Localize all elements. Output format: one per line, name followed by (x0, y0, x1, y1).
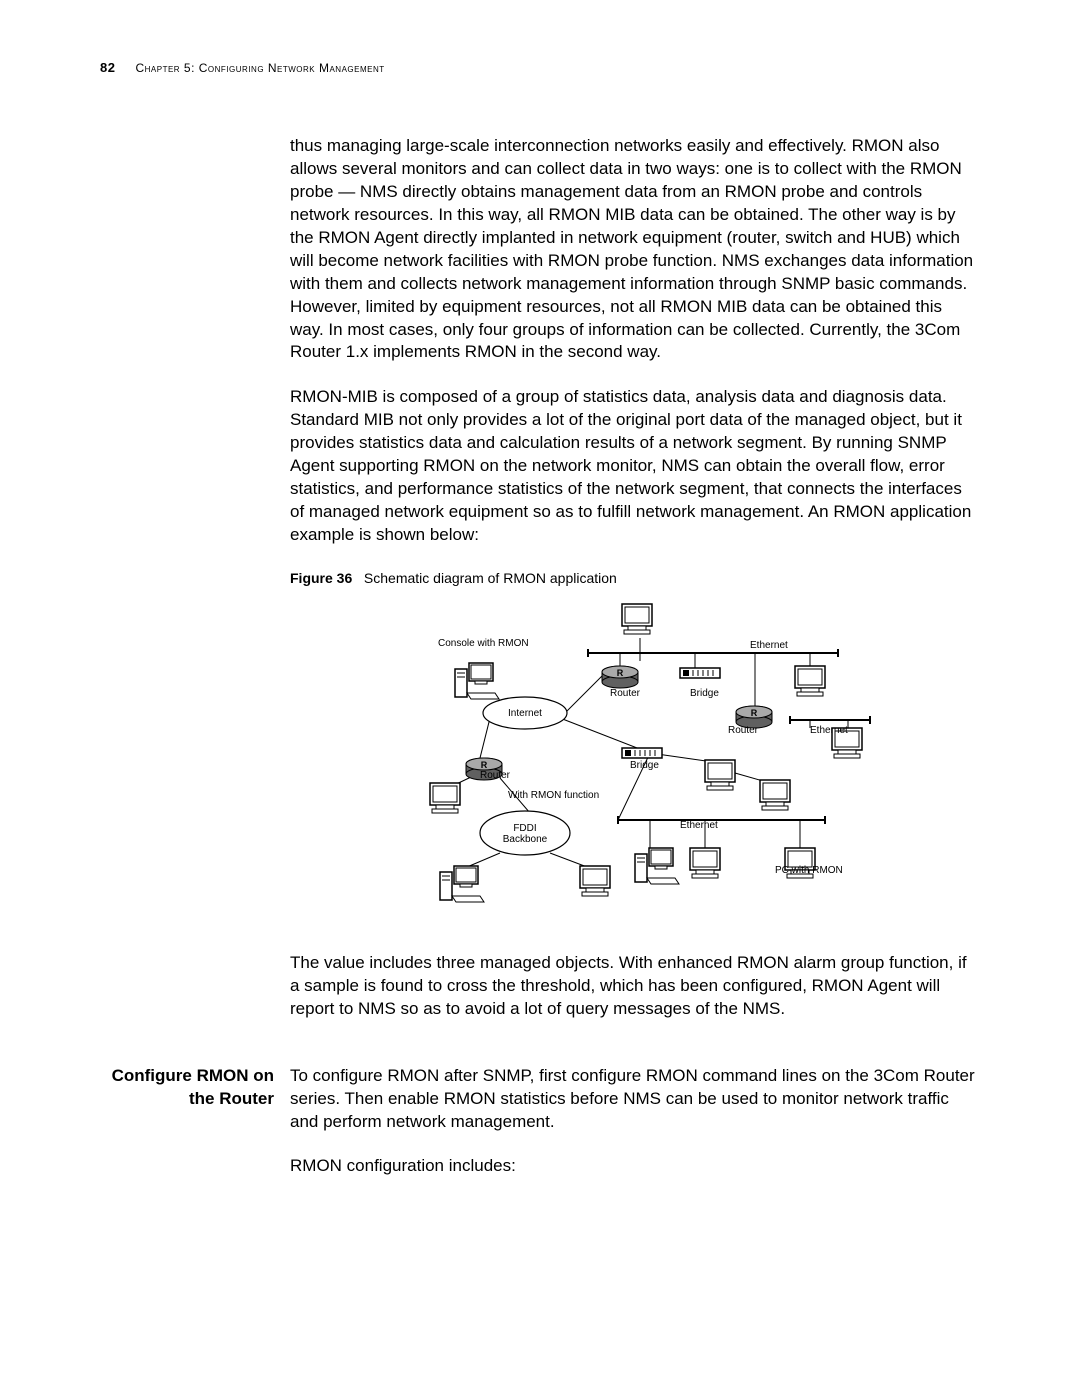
page-header: 82 Chapter 5: Configuring Network Manage… (100, 60, 980, 75)
svg-text:R: R (481, 760, 488, 770)
svg-text:Router: Router (480, 770, 511, 781)
figure-label: Figure 36 (290, 570, 352, 586)
chapter-label: Chapter 5: Configuring Network Managemen… (135, 61, 384, 75)
page: 82 Chapter 5: Configuring Network Manage… (0, 0, 1080, 1282)
figure-caption-text: Schematic diagram of RMON application (364, 570, 617, 586)
paragraph-5: RMON configuration includes: (290, 1155, 980, 1178)
svg-text:Bridge: Bridge (630, 760, 659, 771)
body-row-1: thus managing large-scale interconnectio… (100, 135, 980, 1043)
page-number: 82 (100, 60, 115, 75)
svg-text:Ethernet: Ethernet (680, 820, 718, 831)
paragraph-2: RMON-MIB is composed of a group of stati… (290, 386, 980, 547)
section-heading: Configure RMON on the Router (100, 1065, 290, 1201)
svg-text:Router: Router (610, 688, 641, 699)
figure-diagram: R R Internet R FDDIBackbone Console with RMON… (360, 598, 980, 928)
svg-text:Ethernet: Ethernet (810, 725, 848, 736)
network-diagram: R R Internet R FDDIBackbone Console with RMON… (360, 598, 880, 928)
svg-text:Backbone: Backbone (503, 834, 548, 845)
body-row-2: Configure RMON on the Router To configur… (100, 1065, 980, 1201)
svg-text:With RMON function: With RMON function (508, 790, 599, 801)
paragraph-1: thus managing large-scale interconnectio… (290, 135, 980, 364)
svg-text:Internet: Internet (508, 708, 542, 719)
svg-text:R: R (617, 668, 624, 678)
svg-text:PC with RMON: PC with RMON (775, 865, 843, 876)
paragraph-4: To configure RMON after SNMP, first conf… (290, 1065, 980, 1134)
svg-text:Bridge: Bridge (690, 688, 719, 699)
svg-text:Console with RMON: Console with RMON (438, 638, 529, 649)
svg-text:R: R (751, 708, 758, 718)
paragraph-3: The value includes three managed objects… (290, 952, 980, 1021)
svg-text:Ethernet: Ethernet (750, 640, 788, 651)
svg-text:FDDI: FDDI (513, 823, 536, 834)
figure-caption: Figure 36 Schematic diagram of RMON appl… (290, 569, 980, 588)
svg-text:Router: Router (728, 725, 759, 736)
